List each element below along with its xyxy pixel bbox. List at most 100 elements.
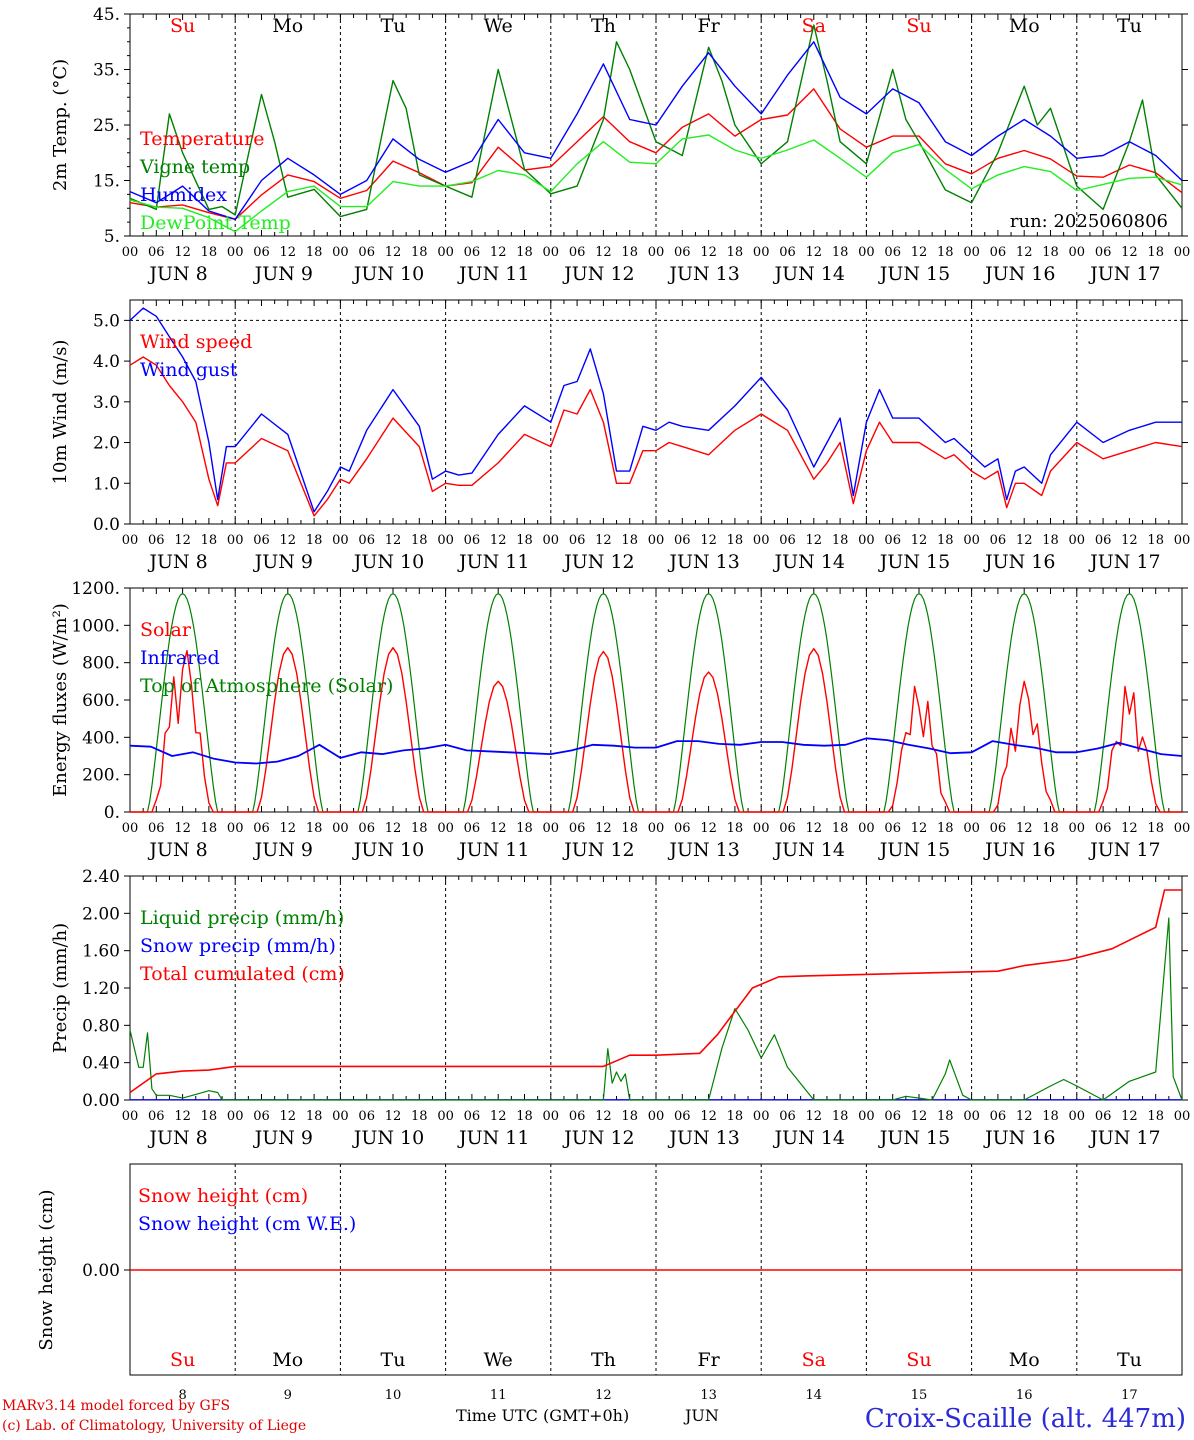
hour-tick-label: 06 (253, 245, 270, 260)
date-label: JUN 8 (147, 839, 207, 861)
hour-tick-label: 12 (385, 1109, 402, 1124)
hour-tick-label: 00 (1174, 821, 1191, 836)
hour-tick-label: 06 (569, 245, 586, 260)
hour-tick-label: 12 (700, 533, 717, 548)
hour-tick-label: 18 (1147, 533, 1164, 548)
hour-tick-label: 06 (464, 245, 481, 260)
hour-tick-label: 06 (464, 1109, 481, 1124)
hour-tick-label: 18 (1042, 533, 1059, 548)
hour-tick-label: 00 (753, 245, 770, 260)
hour-tick-label: 00 (1069, 1109, 1086, 1124)
y-tick-label: 25. (93, 116, 120, 136)
hour-tick-label: 12 (490, 533, 507, 548)
series-line-total-cumulated (129, 889, 1182, 1094)
hour-tick-label: 18 (621, 1109, 638, 1124)
hour-tick-label: 12 (806, 821, 823, 836)
hour-tick-label: 00 (1174, 245, 1191, 260)
hour-tick-label: 12 (385, 821, 402, 836)
hour-tick-label: 12 (1121, 821, 1138, 836)
series-line-wind-speed (129, 356, 1183, 517)
date-label: JUN 8 (147, 263, 207, 285)
hour-tick-label: 06 (779, 533, 796, 548)
y-tick-label: 5.0 (93, 311, 120, 331)
hour-tick-label: 18 (621, 533, 638, 548)
hour-tick-label: 00 (437, 533, 454, 548)
date-label: JUN 13 (667, 839, 739, 861)
series-line-humidex (129, 41, 1183, 221)
run-label: run: 2025060806 (1010, 211, 1168, 232)
hour-tick-label: 00 (437, 821, 454, 836)
hour-tick-label: 12 (911, 245, 928, 260)
date-label: JUN 10 (352, 263, 424, 285)
hour-tick-label: 00 (1069, 245, 1086, 260)
day-number-label: 11 (490, 1388, 507, 1403)
x-axis-month: JUN (685, 1406, 719, 1425)
hour-tick-label: 18 (516, 533, 533, 548)
hour-tick-label: 06 (253, 821, 270, 836)
day-number-label: 8 (178, 1388, 186, 1403)
y-axis-label: 2m Temp. (°C) (50, 59, 71, 191)
hour-tick-label: 18 (411, 245, 428, 260)
weekday-label: Mo (1009, 1349, 1040, 1371)
hour-tick-label: 06 (358, 821, 375, 836)
date-label: JUN 14 (773, 263, 845, 285)
date-label: JUN 12 (562, 551, 634, 573)
hour-tick-label: 12 (1121, 533, 1138, 548)
hour-tick-label: 06 (464, 533, 481, 548)
series-line-solar (130, 647, 1182, 813)
legend-entry: Snow precip (mm/h) (140, 935, 336, 957)
hour-tick-label: 12 (1016, 1109, 1033, 1124)
hour-tick-label: 12 (1121, 245, 1138, 260)
hour-tick-label: 18 (937, 533, 954, 548)
series-line-infrared (129, 737, 1183, 765)
hour-tick-label: 06 (569, 533, 586, 548)
date-label: JUN 10 (352, 1127, 424, 1149)
panel-precip: 00 06 12 18 00 06 12 18 00 06 12 18 00 06 12 18 00 06 12 18… (50, 867, 1190, 1149)
hour-tick-label: 12 (806, 533, 823, 548)
date-label: JUN 14 (773, 551, 845, 573)
panel-temperature: 00 06 12 18 00 06 12 18 00 06 12 18 00 06 12 18 00 06 12 18… (50, 5, 1190, 285)
hour-tick-label: 00 (227, 821, 244, 836)
hour-tick-label: 06 (253, 533, 270, 548)
y-tick-label: 0. (104, 803, 120, 823)
hour-tick-label: 12 (595, 533, 612, 548)
date-label: JUN 15 (878, 551, 950, 573)
y-tick-label: 1.60 (82, 942, 120, 962)
hour-tick-label: 12 (280, 533, 297, 548)
series-line-liquid-precip (129, 917, 1183, 1101)
hour-tick-label: 18 (832, 245, 849, 260)
weekday-label: Th (591, 1349, 616, 1371)
date-label: JUN 13 (667, 263, 739, 285)
hour-tick-label: 18 (306, 1109, 323, 1124)
y-tick-label: 200. (82, 766, 120, 786)
hour-tick-label: 18 (306, 245, 323, 260)
y-tick-label: 0.0 (93, 515, 120, 535)
day-number-label: 13 (700, 1388, 717, 1403)
y-axis-label: Snow height (cm) (36, 1189, 57, 1350)
legend-entry: Total cumulated (cm) (140, 963, 345, 985)
hour-tick-label: 18 (937, 1109, 954, 1124)
hour-tick-label: 00 (753, 821, 770, 836)
series-line-dewpoint-temp (129, 134, 1183, 233)
weekday-label: Su (170, 1349, 195, 1371)
y-tick-label: 800. (82, 654, 120, 674)
hour-tick-label: 00 (963, 821, 980, 836)
hour-tick-label: 18 (201, 1109, 218, 1124)
y-tick-label: 4.0 (93, 352, 120, 372)
hour-tick-label: 00 (122, 1109, 139, 1124)
hour-tick-label: 06 (990, 1109, 1007, 1124)
hour-tick-label: 00 (227, 245, 244, 260)
hour-tick-label: 12 (806, 245, 823, 260)
y-tick-label: 0.00 (82, 1261, 120, 1281)
hour-tick-label: 06 (1095, 533, 1112, 548)
hour-tick-label: 06 (148, 533, 165, 548)
weekday-label: Tu (1117, 15, 1142, 37)
date-label: JUN 14 (773, 839, 845, 861)
hour-tick-label: 06 (674, 533, 691, 548)
hour-tick-label: 06 (884, 821, 901, 836)
hour-tick-label: 06 (148, 1109, 165, 1124)
date-label: JUN 12 (562, 1127, 634, 1149)
y-tick-label: 0.00 (82, 1091, 120, 1111)
hour-tick-label: 12 (911, 533, 928, 548)
hour-tick-label: 06 (674, 821, 691, 836)
